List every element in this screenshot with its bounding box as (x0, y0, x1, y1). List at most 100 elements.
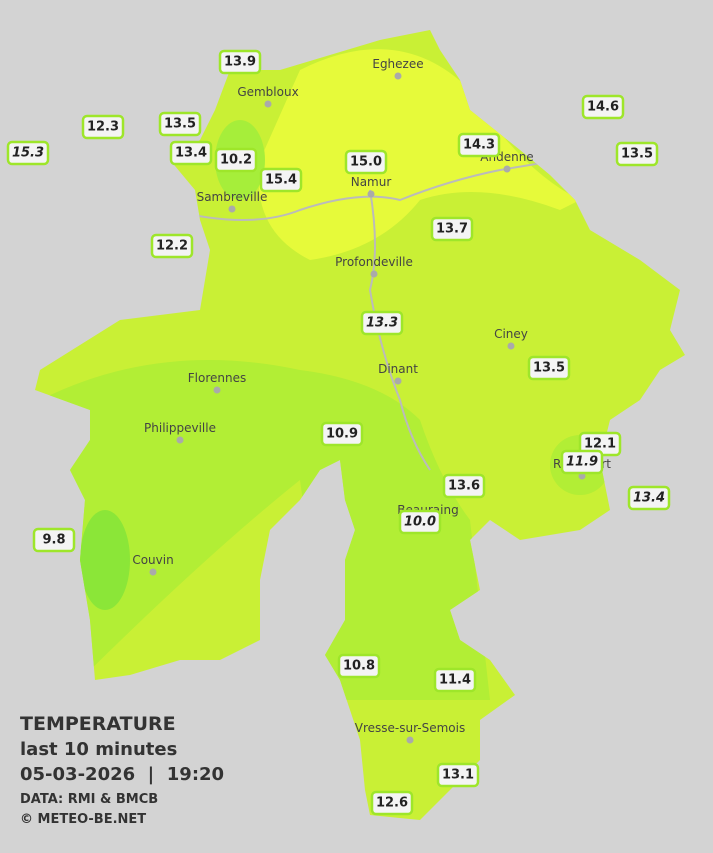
station-box (433, 667, 477, 693)
station-box (169, 140, 213, 166)
city-dot (394, 72, 402, 80)
station: 15.4 (259, 167, 303, 193)
station-value: 13.4 (175, 146, 207, 161)
station-box (430, 216, 474, 242)
city-dot (264, 100, 272, 108)
station-value: 12.2 (156, 239, 188, 254)
station-value: 14.3 (463, 138, 495, 153)
station-box (81, 114, 125, 140)
station-value: 15.3 (12, 146, 44, 161)
station-box (32, 527, 76, 553)
station: 12.2 (150, 233, 194, 259)
city-dot (213, 386, 221, 394)
city-dot (503, 165, 511, 173)
station-value: 13.5 (533, 361, 565, 376)
city-dot (228, 205, 236, 213)
station-box (581, 94, 625, 120)
station-box (150, 233, 194, 259)
city-dot (367, 190, 375, 198)
station-value: 11.9 (566, 455, 598, 470)
station: 15.0 (344, 149, 388, 175)
station-value: 15.0 (350, 155, 382, 170)
river (169, 159, 561, 221)
zone-warm (258, 49, 580, 260)
city-label: Sambreville (197, 190, 268, 204)
station: 13.4 (169, 140, 213, 166)
station-value: 13.6 (448, 479, 480, 494)
city-label: Ciney (494, 327, 528, 341)
station-box (442, 473, 486, 499)
station-value: 13.3 (366, 316, 398, 331)
station: 12.3 (81, 114, 125, 140)
station: 13.5 (615, 141, 659, 167)
station-box (457, 132, 501, 158)
station: 9.8 (32, 527, 76, 553)
station-value: 10.8 (343, 659, 375, 674)
station: 13.1 (436, 762, 480, 788)
station-box (218, 49, 262, 75)
station: 13.9 (218, 49, 262, 75)
station: 13.5 (158, 111, 202, 137)
station: 14.3 (457, 132, 501, 158)
city-label: Namur (351, 175, 392, 189)
station-value: 13.4 (633, 491, 665, 506)
legend-period: last 10 minutes (20, 739, 177, 760)
station-box (436, 762, 480, 788)
station: 15.3 (6, 140, 50, 166)
zone-cold (80, 510, 130, 610)
station: 12.6 (370, 790, 414, 816)
station-value: 14.6 (587, 100, 619, 115)
station-box (320, 421, 364, 447)
city-label: Philippeville (144, 421, 216, 435)
legend-title: TEMPERATURE (20, 713, 176, 735)
station-box (259, 167, 303, 193)
station-box (158, 111, 202, 137)
city-label: Eghezee (372, 57, 423, 71)
station-value: 13.7 (436, 222, 468, 237)
city-label: Couvin (132, 553, 173, 567)
river (368, 189, 431, 471)
city-dot (507, 342, 515, 350)
city-dot (149, 568, 157, 576)
legend-datetime: 05-03-2026 | 19:20 (20, 764, 224, 785)
city-dot (370, 270, 378, 278)
station: 13.6 (442, 473, 486, 499)
station: 13.5 (527, 355, 571, 381)
station-box (398, 509, 442, 535)
city-label: Gembloux (237, 85, 298, 99)
station: 11.4 (433, 667, 477, 693)
legend-source: DATA: RMI & BMCB (20, 792, 158, 807)
city-label: Profondeville (335, 255, 413, 269)
station: 10.2 (214, 147, 258, 173)
city-dot (406, 736, 414, 744)
legend-credit: © METEO-BE.NET (20, 812, 146, 827)
station-value: 11.4 (439, 673, 471, 688)
station-value: 13.5 (164, 117, 196, 132)
city-label: Vresse-sur-Semois (355, 721, 465, 735)
station: 13.7 (430, 216, 474, 242)
station-box (6, 140, 50, 166)
station-value: 13.9 (224, 55, 256, 70)
station: 10.0 (398, 509, 442, 535)
station-value: 12.3 (87, 120, 119, 135)
station-value: 9.8 (42, 533, 65, 548)
station-box (615, 141, 659, 167)
station: 14.6 (581, 94, 625, 120)
station: 13.3 (360, 310, 404, 336)
station-box (360, 310, 404, 336)
station-box (370, 790, 414, 816)
station-value: 13.5 (621, 147, 653, 162)
station-box (627, 485, 671, 511)
station-value: 10.9 (326, 427, 358, 442)
station-box (560, 449, 604, 475)
station: 10.9 (320, 421, 364, 447)
city-dot (176, 436, 184, 444)
station-box (527, 355, 571, 381)
city-label: Dinant (378, 362, 418, 376)
station-value: 10.2 (220, 153, 252, 168)
station-value: 15.4 (265, 173, 297, 188)
station: 10.8 (337, 653, 381, 679)
station: 12.1 (578, 431, 622, 457)
station-box (344, 149, 388, 175)
